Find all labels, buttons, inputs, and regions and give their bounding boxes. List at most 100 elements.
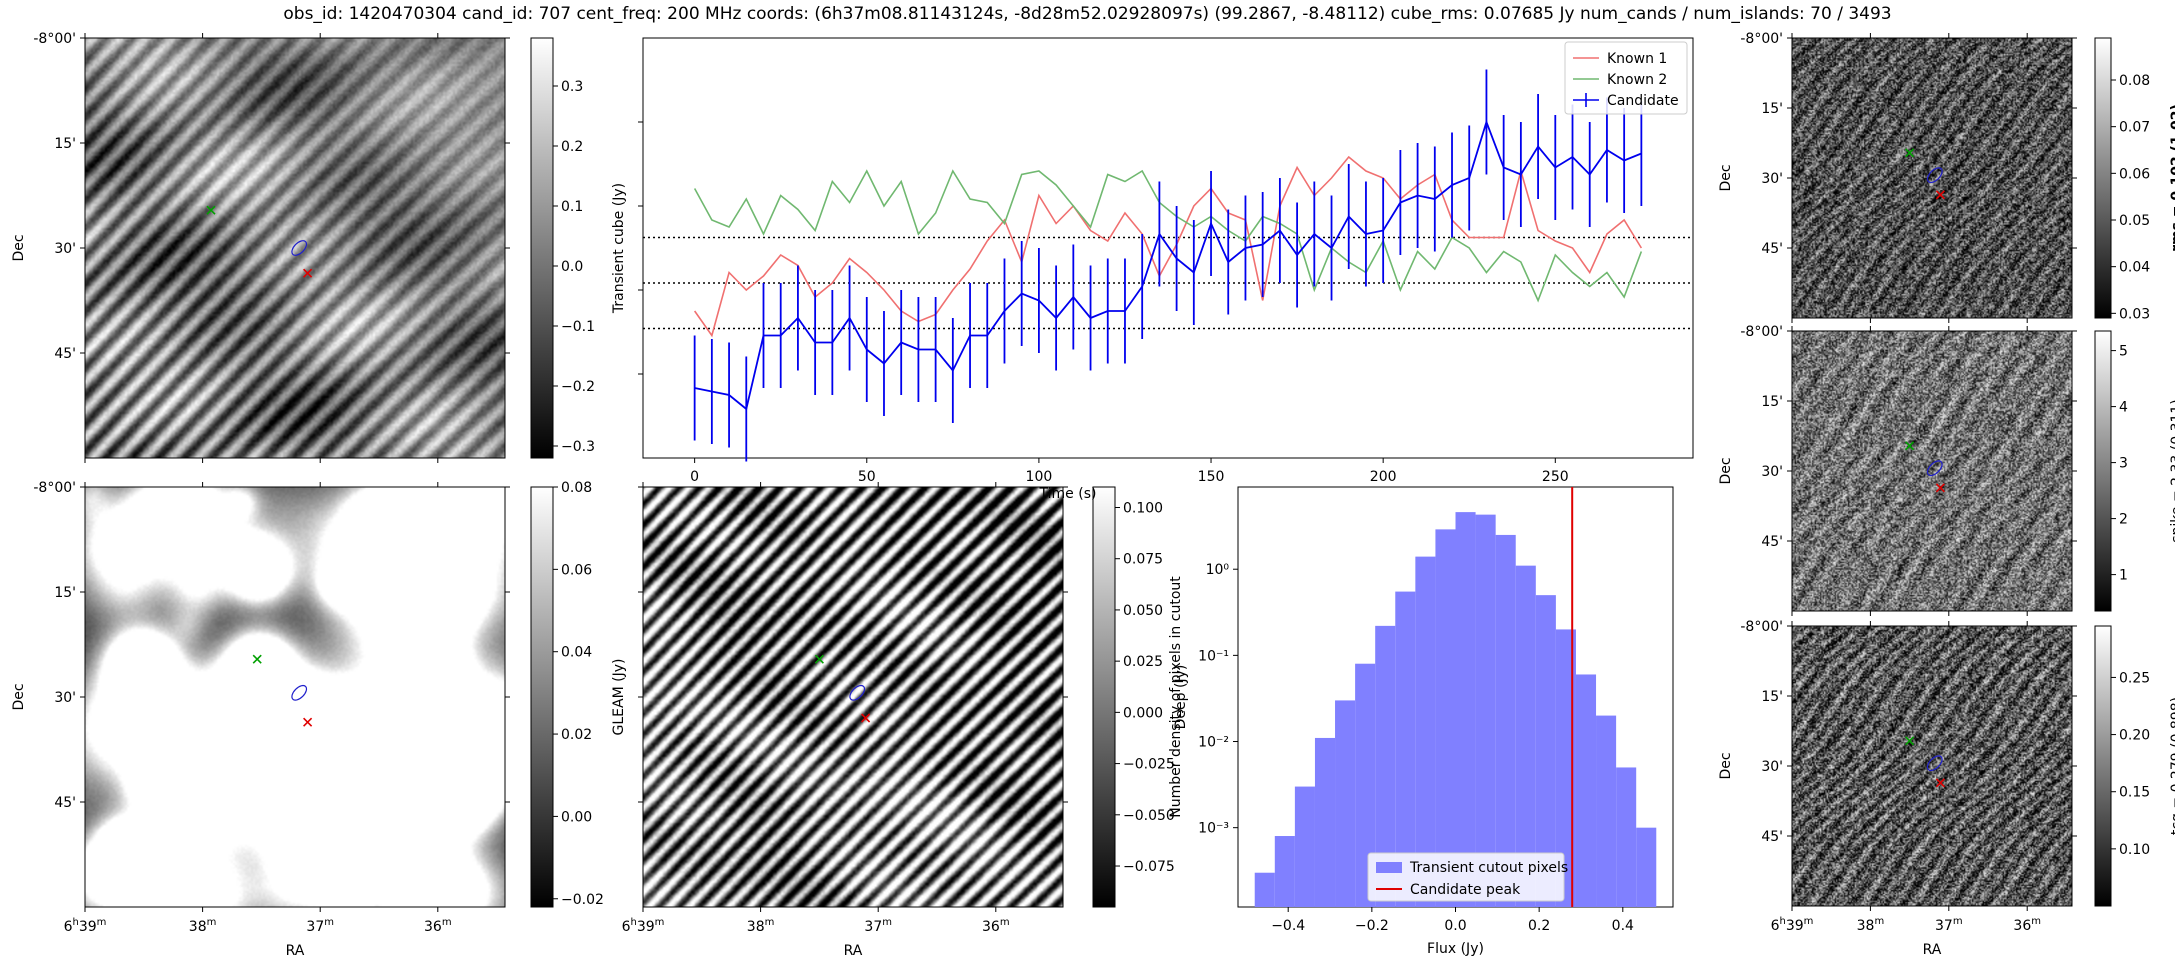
histogram-bar — [1636, 827, 1657, 907]
histogram-bar — [1515, 565, 1536, 907]
histogram-x-tick-label: 0.4 — [1612, 918, 1634, 934]
ra-minutes: 38 — [747, 919, 765, 935]
colorbar-tick-label: 0.3 — [561, 79, 583, 95]
dec-axis-label: Dec — [1718, 457, 1734, 484]
ra-minutes: 38 — [189, 919, 207, 935]
colorbar-tick-label: 1 — [2119, 568, 2128, 584]
ra-minutes-sup: m — [442, 917, 452, 928]
ra-tick-label: 38m — [189, 917, 217, 935]
transient-colorbar — [530, 37, 554, 459]
ra-minutes: 39 — [637, 919, 655, 935]
rms-colorbar-label: rms = 0.102 (1.02) — [2169, 104, 2175, 252]
lightcurve-series-1 — [693, 155, 1643, 338]
ra-hours-sup: h — [1780, 916, 1786, 927]
figure-title: obs_id: 1420470304 cand_id: 707 cent_fre… — [283, 4, 1892, 24]
candidate-contour — [1926, 460, 1943, 477]
ra-axis-label: RA — [286, 943, 305, 959]
known-source-marker — [1905, 441, 1915, 451]
lightcurve-x-tick-label: 0 — [690, 469, 699, 485]
dec-tick-label: 45' — [1761, 829, 1783, 845]
lightcurve-x-tick-label: 250 — [1542, 469, 1569, 485]
ra-tick-label: 37m — [306, 917, 334, 935]
dec-tick-label: 45' — [1761, 534, 1783, 550]
candidate-contour — [849, 684, 866, 701]
colorbar-tick-label: 3 — [2119, 456, 2128, 472]
rms-cutout-image — [1792, 38, 2072, 318]
colorbar-tick-label: 0.05 — [2119, 213, 2150, 229]
spike-colorbar-label: spike = 2.33 (0.311) — [2169, 399, 2175, 543]
histogram-bar — [1254, 872, 1275, 907]
colorbar-tick-label: 0.050 — [1123, 603, 1163, 619]
histogram-y-tick-label: 10⁰ — [1206, 562, 1230, 578]
colorbar-tick-label: 0.000 — [1123, 705, 1163, 721]
deep-cutout-image — [643, 487, 1063, 907]
dec-tick-label: 15' — [1761, 101, 1783, 117]
colorbar-tick-label: −0.3 — [561, 439, 595, 455]
legend-entry: Known 2 — [1607, 72, 1667, 88]
tcg-cutout-image — [1792, 626, 2072, 906]
colorbar-tick-label: 0.06 — [561, 562, 592, 578]
histogram-legend — [1367, 852, 1565, 902]
histogram-x-tick-label: 0.0 — [1444, 918, 1466, 934]
colorbar-tick-label: 0.08 — [2119, 73, 2150, 89]
histogram-bar — [1455, 512, 1476, 907]
colorbar-tick-label: −0.075 — [1123, 859, 1175, 875]
colorbar-tick-label: 0.07 — [2119, 120, 2150, 136]
colorbar-tick-label: 0.00 — [561, 809, 592, 825]
deep-colorbar-label: Deep (Jy) — [1173, 665, 1189, 730]
candidate-contour — [291, 240, 308, 256]
ra-minutes-sup: m — [324, 917, 334, 928]
dec-tick-label: 15' — [54, 136, 76, 152]
dec-tick-label: 45' — [54, 346, 76, 362]
known-source-marker — [206, 205, 216, 215]
dec-tick-label: 30' — [54, 690, 76, 706]
candidate-marker — [1935, 778, 1945, 788]
ra-minutes-sup: m — [1000, 917, 1010, 928]
ra-minutes-sup: m — [765, 917, 775, 928]
histogram-y-axis-label: Number density of pixels in cutout — [1168, 576, 1184, 818]
ra-minutes-sup: m — [1953, 916, 1963, 927]
colorbar-tick-label: 0.03 — [2119, 306, 2150, 322]
colorbar-tick-label: −0.025 — [1123, 757, 1175, 773]
dec-axis-label: Dec — [11, 683, 27, 710]
ra-tick-label: 37m — [864, 917, 892, 935]
colorbar-tick-label: 0.20 — [2119, 728, 2150, 744]
deep-colorbar — [1092, 486, 1116, 908]
ra-tick-label: 36m — [982, 917, 1010, 935]
colorbar-tick-label: 0.0 — [561, 259, 583, 275]
dec-tick-label: 15' — [54, 585, 76, 601]
dec-tick-label: 15' — [1761, 394, 1783, 410]
colorbar-tick-label: 0.02 — [561, 727, 592, 743]
ra-minutes: 37 — [864, 919, 882, 935]
histogram-bar — [1294, 786, 1315, 907]
candidate-marker — [303, 717, 313, 727]
histogram-bar — [1435, 529, 1456, 907]
gleam-colorbar — [530, 486, 554, 908]
lightcurve-x-tick-label: 200 — [1370, 469, 1397, 485]
lightcurve-x-axis-label: Time (s) — [1039, 486, 1097, 502]
ra-tick-label: 38m — [1857, 916, 1885, 934]
ra-minutes: 37 — [1935, 918, 1953, 934]
dec-tick-label: 45' — [1761, 241, 1783, 257]
histogram-x-tick-label: −0.4 — [1271, 918, 1305, 934]
known-source-marker — [814, 654, 824, 664]
ra-tick-label: 37m — [1935, 916, 1963, 934]
colorbar-tick-label: 0.15 — [2119, 785, 2150, 801]
ra-minutes-sup: m — [207, 917, 217, 928]
dec-axis-label: Dec — [1718, 164, 1734, 191]
dec-tick-label: -8°00' — [1740, 31, 1783, 47]
histogram-y-tick-label: 10⁻² — [1198, 735, 1229, 751]
candidate-marker — [303, 268, 313, 278]
legend-entry: Transient cutout pixels — [1409, 860, 1568, 876]
ra-hours: 6 — [64, 919, 73, 935]
histogram-bar — [1355, 663, 1376, 907]
ra-tick-label: 6h39m — [64, 917, 107, 935]
ra-minutes-sup: m — [97, 917, 107, 928]
lightcurve-x-tick-label: 150 — [1198, 469, 1225, 485]
ra-minutes-sup: m — [1804, 916, 1814, 927]
lightcurve-x-tick-label: 50 — [858, 469, 876, 485]
colorbar-tick-label: −0.1 — [561, 319, 595, 335]
dec-tick-label: 15' — [1761, 689, 1783, 705]
colorbar-tick-label: 0.04 — [561, 645, 592, 661]
ra-hours-sup: h — [631, 917, 637, 928]
